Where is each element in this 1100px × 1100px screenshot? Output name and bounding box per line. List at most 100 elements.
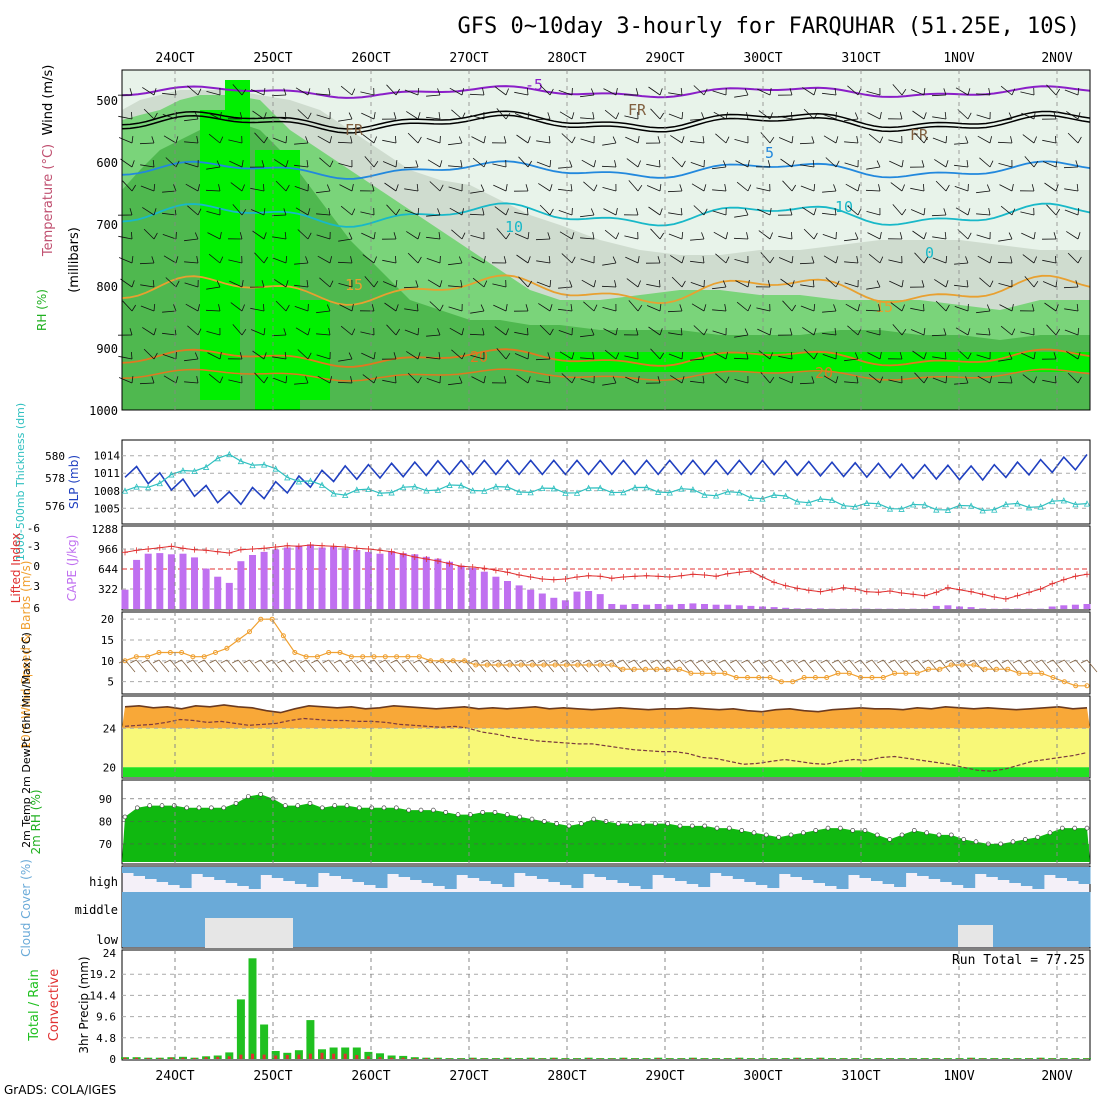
rh2m-point: [899, 832, 905, 838]
isotherm-label: FR: [345, 121, 364, 139]
precip-conv-bar: [262, 1054, 266, 1059]
precip-conv-bar: [204, 1057, 208, 1059]
rh2m-point: [295, 803, 301, 808]
precip-total-bar: [897, 1058, 906, 1059]
cape-bar: [782, 607, 790, 609]
cape-bar: [1071, 604, 1079, 609]
rh2m-point: [221, 805, 226, 811]
precip-conv-bar: [308, 1053, 312, 1059]
cloud-axis-label: Cloud Cover (%): [19, 859, 33, 957]
rh2m-tick: 80: [99, 815, 112, 828]
li-tick: -3: [27, 540, 40, 553]
cape-bar: [805, 608, 813, 609]
precip-total-bar: [515, 1058, 524, 1059]
cape-bar: [701, 604, 708, 609]
precip-total-bar: [1071, 1058, 1080, 1059]
cape-bar: [121, 589, 129, 609]
precip-total-bar: [932, 1058, 941, 1059]
rh2m-point: [1023, 837, 1028, 842]
precip-total-bar: [596, 1058, 605, 1059]
precip-total-bar: [862, 1058, 871, 1059]
cape-bar: [167, 554, 175, 609]
rh2m-point: [887, 837, 893, 842]
precip-conv-bar: [390, 1057, 394, 1059]
cloud-level-label: low: [96, 933, 118, 947]
rh2m-point: [159, 803, 165, 808]
top-date-label: 26OCT: [351, 51, 390, 66]
rh2m-area: [122, 794, 1090, 862]
precip-total-bar: [341, 1047, 350, 1059]
rh2m-point: [196, 805, 202, 811]
rh2m-point: [443, 809, 449, 815]
rh2m-point: [504, 812, 510, 817]
precip-conv-bar: [552, 1058, 556, 1059]
rh2m-point: [714, 825, 720, 831]
top-date-label: 2NOV: [1041, 51, 1072, 66]
precip-total-bar: [851, 1058, 860, 1059]
rh2m-tick: 70: [99, 838, 112, 851]
precip-total-bar: [955, 1058, 964, 1059]
wind-tick: 5: [107, 676, 114, 689]
rh2m-point: [850, 828, 856, 833]
cape-bar: [446, 561, 453, 609]
slp-tick: 1011: [94, 467, 121, 480]
footer-credit: GrADS: COLA/IGES: [4, 1083, 116, 1097]
cape-bar: [585, 591, 593, 609]
precip-total-bar: [839, 1058, 848, 1059]
precip-total-bar: [1013, 1058, 1022, 1059]
precip-total-bar: [1048, 1058, 1057, 1059]
precip-conv-bar: [227, 1056, 231, 1059]
isotherm-label: 15: [875, 298, 893, 316]
cloud-level-label: high: [89, 875, 118, 889]
top-date-label: 27OCT: [449, 51, 488, 66]
cape-bar: [561, 600, 569, 609]
precip-conv-bar: [239, 1054, 243, 1059]
precip-total-bar: [260, 1024, 269, 1059]
precip-total-bar: [828, 1058, 836, 1059]
rh2m-point: [924, 830, 930, 836]
rh2m-point: [356, 805, 362, 811]
bottom-date-label: 31OCT: [841, 1069, 880, 1084]
profile-tick: 800: [96, 280, 118, 294]
precip-conv-bar: [297, 1054, 301, 1059]
precip-legend-conv: Convective: [47, 969, 62, 1042]
precip-tick: 4.8: [96, 1032, 116, 1045]
rh2m-point: [800, 830, 806, 836]
cape-bar: [330, 546, 338, 609]
rh2m-point: [369, 805, 375, 811]
wind-speed-point: [1050, 675, 1056, 680]
precip-conv-bar: [413, 1058, 417, 1059]
precip-total-bar: [364, 1051, 373, 1059]
top-date-label: 25OCT: [253, 51, 292, 66]
li-tick: 0: [33, 560, 40, 573]
cape-bar: [202, 568, 210, 609]
cape-bar: [596, 594, 604, 609]
top-date-label: 30OCT: [743, 51, 782, 66]
isotherm-label: FR: [910, 126, 929, 144]
rh2m-point: [430, 807, 436, 813]
profile-tick: 1000: [89, 404, 118, 418]
slp-line: [124, 454, 1088, 506]
rh2m-point: [837, 825, 843, 831]
cape-bar: [422, 556, 430, 609]
rh2m-point: [948, 832, 954, 838]
wind-speed-point: [224, 645, 230, 651]
thickness-line: [124, 453, 1088, 512]
cape-bar: [191, 557, 198, 609]
precip-conv-bar: [621, 1058, 625, 1059]
precip-conv-bar: [529, 1058, 533, 1059]
precip-conv-bar: [436, 1058, 440, 1059]
cape-tick: 966: [98, 543, 118, 556]
rh2m-point: [184, 805, 189, 811]
precip-total-bar: [561, 1058, 570, 1059]
rh2m-point: [554, 821, 560, 826]
cape-bar: [272, 549, 280, 609]
cape-bar: [156, 553, 164, 609]
temp2m-axis-label: 2m Temp 2m DewPt (6hr Min/Max) (°C): [20, 632, 33, 848]
precip-total-bar: [225, 1052, 234, 1059]
wind-speed-line: [124, 618, 1087, 687]
rh2m-point: [862, 828, 868, 833]
bottom-date-label: 28OCT: [547, 1069, 586, 1084]
precip-total-bar: [573, 1058, 581, 1059]
